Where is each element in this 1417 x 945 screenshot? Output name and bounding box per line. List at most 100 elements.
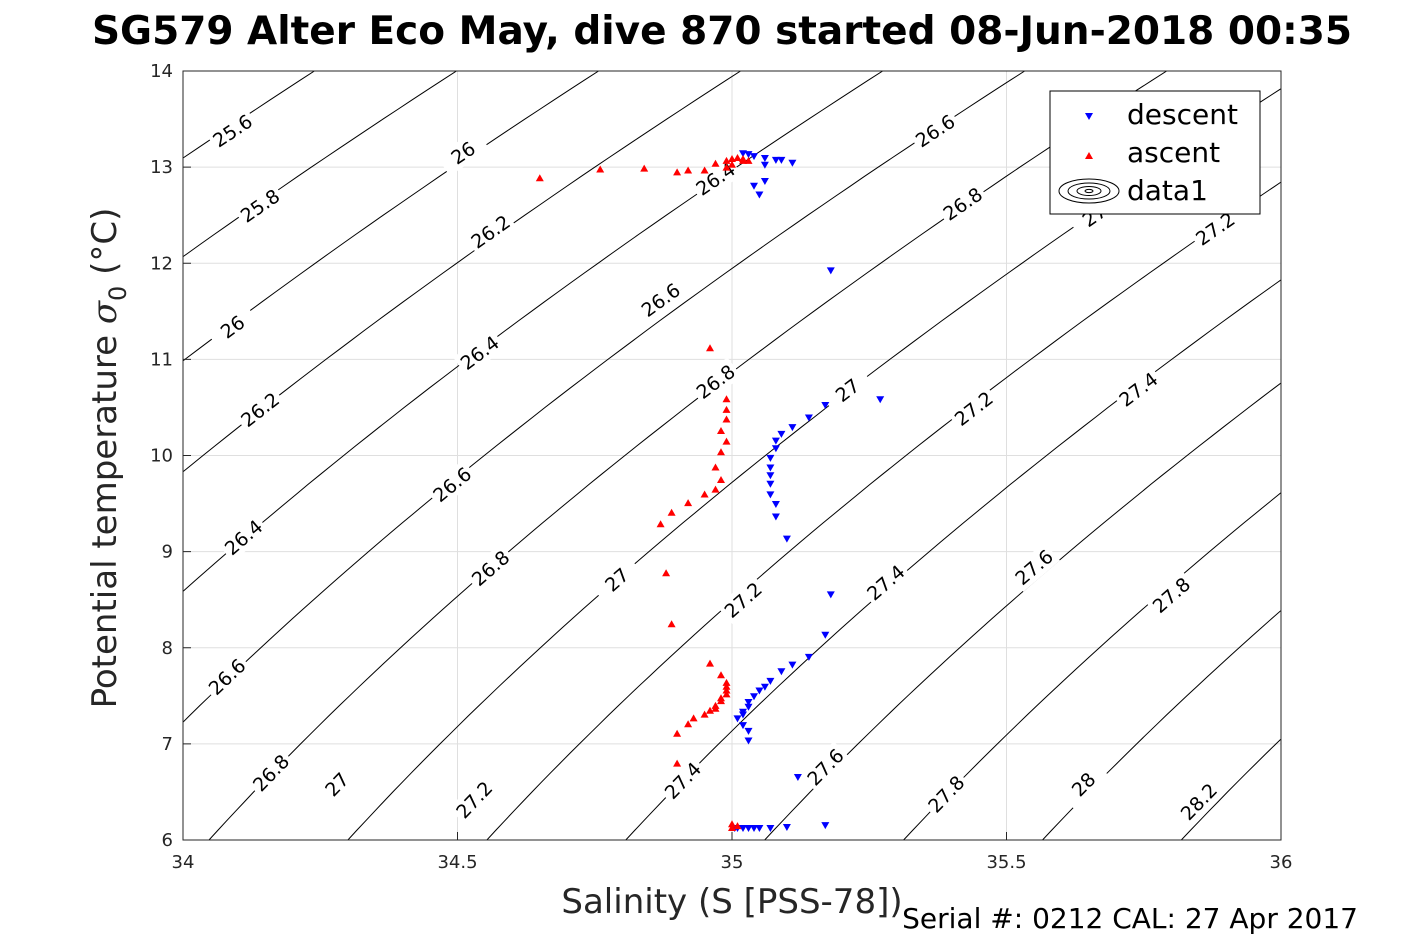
y-tick-label: 6 — [162, 830, 173, 851]
ascent-point — [717, 697, 725, 705]
descent-point — [760, 683, 769, 691]
contour-label-bg — [1145, 570, 1198, 620]
contour-label: 27.6 — [799, 741, 851, 793]
ascent-point — [711, 704, 720, 712]
descent-point — [777, 668, 786, 676]
descent-point — [826, 267, 835, 275]
contour-label-bg — [217, 512, 270, 562]
descent-point — [782, 535, 791, 543]
x-tick-label: 36 — [1270, 852, 1293, 873]
x-tick-label: 35.5 — [986, 852, 1026, 873]
descent-point — [821, 822, 830, 830]
y-axis-ticks: 6 7 8 9 10 11 12 13 14 — [150, 61, 191, 851]
ascent-point — [722, 682, 731, 690]
ascent-point — [684, 499, 693, 507]
y-tick-label: 13 — [150, 157, 173, 178]
ascent-point — [684, 166, 693, 174]
x-axis-ticks: 34 34.5 35 35.5 36 — [172, 832, 1293, 873]
descent-point — [739, 711, 747, 719]
contour-label-bg — [799, 741, 851, 793]
data-points — [535, 150, 885, 832]
legend: descent ascent data1 — [1049, 90, 1261, 215]
descent-point — [760, 161, 769, 169]
x-tick-label: 34.5 — [437, 852, 477, 873]
contour-line — [1180, 738, 1281, 840]
descent-point — [788, 159, 797, 167]
ascent-point — [711, 159, 720, 167]
contour-line — [183, 71, 458, 258]
contour-label-bg — [936, 180, 990, 228]
ascent-point — [717, 448, 725, 456]
descent-point — [771, 445, 780, 453]
descent-point — [788, 661, 797, 669]
contour-label-bg — [436, 129, 490, 177]
descent-point — [739, 722, 747, 730]
descent-point — [771, 156, 780, 164]
contour-label-bg — [453, 328, 506, 377]
descent-point — [771, 501, 780, 508]
ascent-point — [722, 690, 731, 698]
chart-title: SG579 Alter Eco May, dive 870 started 08… — [92, 9, 1352, 54]
descent-point — [755, 191, 764, 199]
descent-point — [766, 491, 775, 499]
y-axis-label-unit: (°C) — [85, 208, 125, 286]
ascent-point — [722, 395, 731, 403]
ascent-point — [717, 476, 725, 483]
y-axis-label-sigma: σ — [85, 300, 125, 324]
contour-label-bg — [1173, 775, 1225, 828]
ascent-point — [717, 671, 725, 679]
descent-point — [876, 396, 885, 404]
legend-descent-label: descent — [1127, 98, 1238, 131]
descent-point — [777, 430, 786, 438]
descent-point — [744, 825, 753, 832]
ascent-point — [722, 437, 731, 445]
contour-label-bg — [947, 384, 1000, 433]
contour-line — [625, 279, 1281, 840]
descent-point — [744, 151, 753, 159]
descent-point — [804, 414, 813, 422]
ascent-point — [673, 759, 682, 767]
y-axis-label-main: Potential temperature — [85, 324, 125, 708]
contour-label-bg — [233, 182, 287, 230]
ascent-point — [640, 164, 649, 172]
y-tick-label: 7 — [162, 734, 173, 755]
contour-label-bg — [859, 557, 912, 608]
ascent-point — [706, 659, 714, 667]
descent-point — [821, 402, 830, 409]
ascent-point — [596, 165, 605, 173]
descent-point — [793, 774, 802, 781]
descent-point — [755, 825, 764, 832]
descent-point — [788, 424, 797, 432]
y-tick-label: 12 — [150, 253, 173, 274]
contour-label-bg — [689, 357, 742, 406]
descent-point — [750, 825, 758, 832]
descent-point — [766, 480, 775, 488]
legend-contour-icon — [1058, 178, 1120, 204]
ascent-point — [673, 729, 682, 737]
ascent-point — [744, 156, 753, 164]
contour-label-bg — [425, 459, 479, 509]
contour-label-bg — [1111, 365, 1165, 414]
ascent-point — [728, 160, 736, 168]
descent-point — [750, 153, 758, 161]
y-axis-label: Potential temperature σ0 (°C) — [85, 208, 132, 709]
contour-line — [183, 71, 742, 473]
ascent-point — [722, 686, 731, 694]
contour-line — [183, 71, 1026, 723]
legend-descent-marker — [1085, 113, 1093, 120]
contour-label-bg — [205, 302, 259, 351]
descent-point — [766, 677, 775, 685]
contour-label-bg — [233, 385, 287, 434]
x-axis-label: Salinity (S [PSS-78]) — [561, 882, 902, 922]
ascent-point — [700, 166, 709, 174]
descent-point — [733, 715, 742, 723]
descent-point — [760, 155, 769, 162]
ascent-point — [711, 463, 720, 471]
legend-ascent-marker — [1085, 152, 1093, 159]
contour-line — [208, 71, 1168, 840]
y-tick-label: 11 — [150, 349, 173, 370]
ascent-point — [739, 156, 747, 164]
descent-point — [744, 727, 753, 735]
legend-ascent-label: ascent — [1127, 136, 1220, 169]
